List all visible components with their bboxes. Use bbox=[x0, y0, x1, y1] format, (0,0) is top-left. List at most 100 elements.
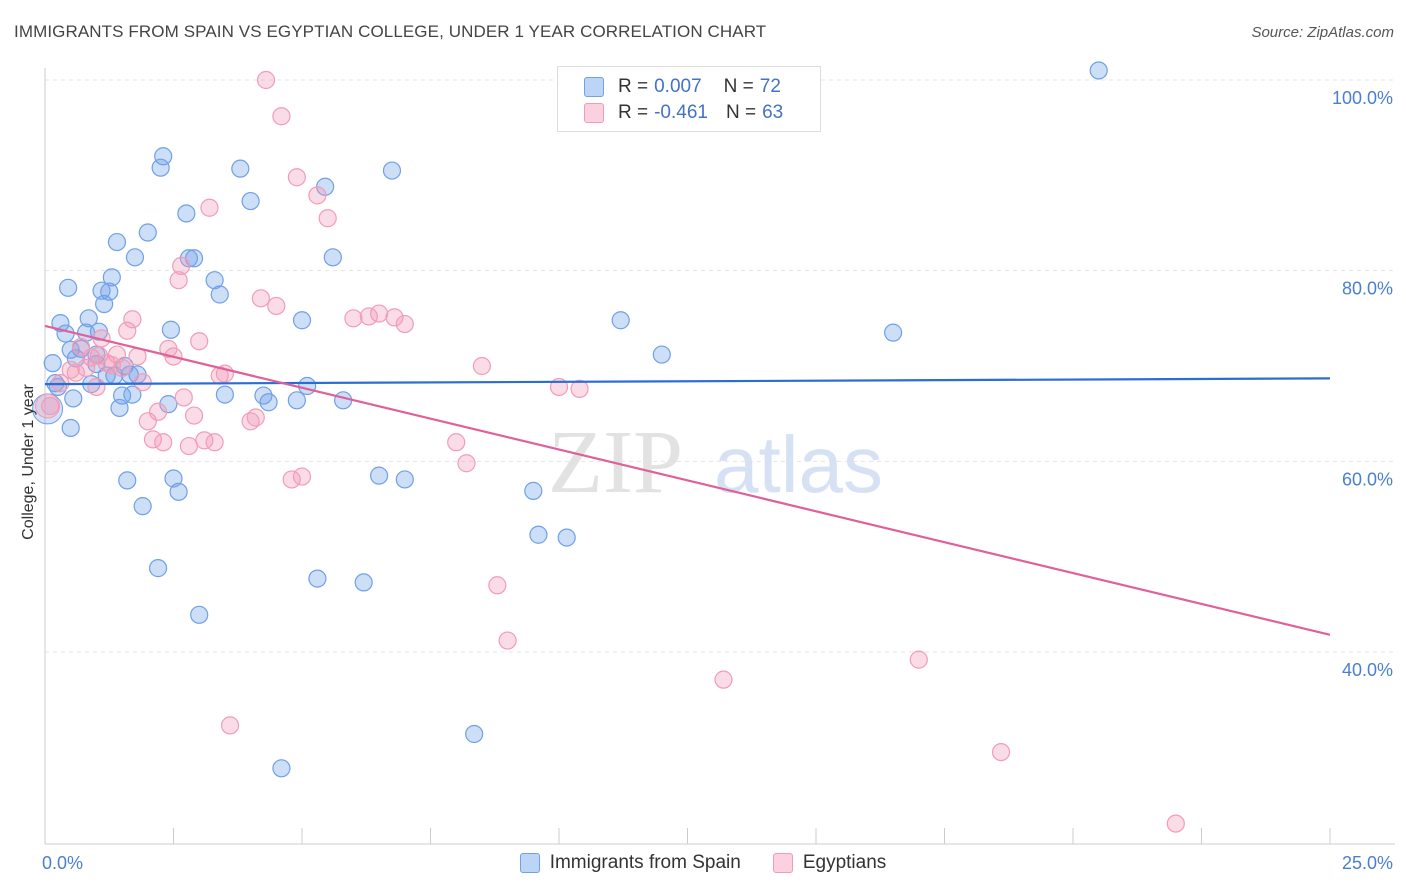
point-egypt bbox=[154, 433, 173, 452]
point-spain bbox=[56, 324, 75, 343]
trend-line-spain bbox=[44, 377, 1331, 386]
point-spain bbox=[179, 249, 199, 268]
point-spain bbox=[382, 161, 402, 180]
y-tick-labels: 100.0% 80.0% 60.0% 40.0% bbox=[1332, 88, 1393, 680]
legend-swatch-egypt bbox=[772, 853, 793, 873]
point-spain bbox=[177, 204, 196, 223]
point-spain bbox=[370, 466, 389, 485]
point-egypt bbox=[87, 377, 106, 397]
point-spain bbox=[154, 147, 173, 166]
point-spain bbox=[1089, 61, 1108, 80]
legend-r-label: R = bbox=[618, 76, 649, 97]
point-egypt bbox=[570, 379, 589, 398]
legend-swatch-egypt bbox=[584, 103, 604, 123]
point-egypt bbox=[190, 332, 209, 351]
point-egypt bbox=[472, 356, 491, 376]
point-spain bbox=[190, 605, 209, 624]
point-spain bbox=[524, 481, 543, 500]
point-spain bbox=[334, 391, 353, 410]
point-spain bbox=[354, 573, 373, 592]
point-spain bbox=[298, 376, 317, 396]
legend-r-value-spain: 0.007 bbox=[654, 76, 702, 97]
point-spain bbox=[138, 223, 157, 242]
legend-n-label: N = bbox=[723, 76, 754, 97]
point-spain bbox=[215, 385, 234, 404]
point-egypt bbox=[370, 304, 389, 323]
point-egypt bbox=[488, 576, 507, 595]
point-egypt bbox=[344, 309, 363, 328]
point-egypt bbox=[66, 363, 85, 382]
legend-label-egypt: Egyptians bbox=[802, 852, 887, 873]
y-axis-label: College, Under 1 year bbox=[20, 384, 37, 540]
point-spain bbox=[259, 393, 278, 412]
point-spain bbox=[159, 395, 178, 414]
point-egypt bbox=[1166, 814, 1185, 833]
point-egypt bbox=[61, 360, 80, 379]
legend-label-spain: Immigrants from Spain bbox=[549, 852, 741, 873]
point-egypt bbox=[179, 436, 199, 456]
point-egypt bbox=[714, 670, 733, 689]
point-spain bbox=[323, 248, 342, 267]
point-spain bbox=[118, 471, 137, 490]
point-spain bbox=[92, 281, 111, 300]
point-spain bbox=[241, 191, 260, 211]
point-egypt bbox=[148, 402, 168, 421]
x-tick-label: 0.0% bbox=[42, 853, 83, 873]
point-egypt bbox=[220, 716, 240, 735]
point-egypt bbox=[385, 308, 404, 327]
point-spain bbox=[164, 469, 183, 488]
point-egypt bbox=[174, 388, 193, 407]
point-egypt bbox=[272, 107, 291, 126]
point-egypt bbox=[447, 433, 466, 452]
point-egypt bbox=[267, 296, 286, 316]
point-spain bbox=[148, 559, 168, 578]
y-tick-label: 60.0% bbox=[1342, 469, 1393, 489]
point-egypt bbox=[102, 355, 121, 375]
legend-item-egypt[interactable]: Egyptians bbox=[772, 852, 887, 874]
trend-lines bbox=[44, 324, 1331, 636]
point-egypt bbox=[184, 406, 204, 425]
point-spain bbox=[107, 232, 127, 252]
watermark: ZIP atlas bbox=[548, 413, 883, 512]
point-spain bbox=[51, 314, 70, 333]
point-spain bbox=[465, 724, 484, 744]
x-tick-labels: 0.0% 25.0% bbox=[42, 853, 1393, 873]
point-egypt bbox=[107, 345, 127, 364]
point-spain bbox=[272, 759, 291, 778]
stats-legend: R = 0.007 N = 72 R = -0.461 N = 63 bbox=[557, 66, 821, 132]
point-egypt bbox=[143, 430, 163, 449]
point-egypt bbox=[123, 310, 142, 329]
point-egypt bbox=[112, 358, 132, 378]
point-spain bbox=[557, 528, 576, 547]
point-spain bbox=[43, 354, 62, 373]
axes bbox=[44, 68, 1395, 845]
point-egypt bbox=[118, 321, 137, 340]
series-legend: Immigrants from Spain Egyptians bbox=[0, 852, 1406, 874]
point-spain bbox=[79, 309, 98, 328]
point-egypt bbox=[308, 186, 327, 205]
point-egypt bbox=[395, 314, 414, 334]
legend-n-label: N = bbox=[725, 102, 757, 123]
point-egypt bbox=[205, 433, 224, 452]
point-egypt bbox=[498, 631, 517, 650]
point-spain bbox=[100, 282, 119, 301]
point-spain bbox=[395, 470, 414, 489]
point-spain bbox=[102, 268, 121, 287]
chart-title: IMMIGRANTS FROM SPAIN VS EGYPTIAN COLLEG… bbox=[14, 22, 767, 41]
legend-n-value-spain: 72 bbox=[759, 76, 781, 97]
point-spain bbox=[611, 311, 630, 330]
point-spain bbox=[231, 159, 250, 178]
legend-r-label: R = bbox=[618, 102, 649, 123]
point-egypt bbox=[457, 454, 476, 473]
point-egypt bbox=[35, 393, 61, 419]
series-spain-points bbox=[32, 61, 1108, 778]
point-spain bbox=[205, 271, 224, 290]
point-egypt bbox=[359, 307, 378, 326]
y-tick-label: 100.0% bbox=[1332, 88, 1393, 108]
chart-source: Source: ZipAtlas.com bbox=[1251, 24, 1394, 41]
point-egypt bbox=[256, 70, 276, 90]
legend-swatch-spain bbox=[519, 853, 540, 873]
legend-item-spain[interactable]: Immigrants from Spain bbox=[519, 852, 741, 874]
point-egypt bbox=[172, 256, 191, 275]
